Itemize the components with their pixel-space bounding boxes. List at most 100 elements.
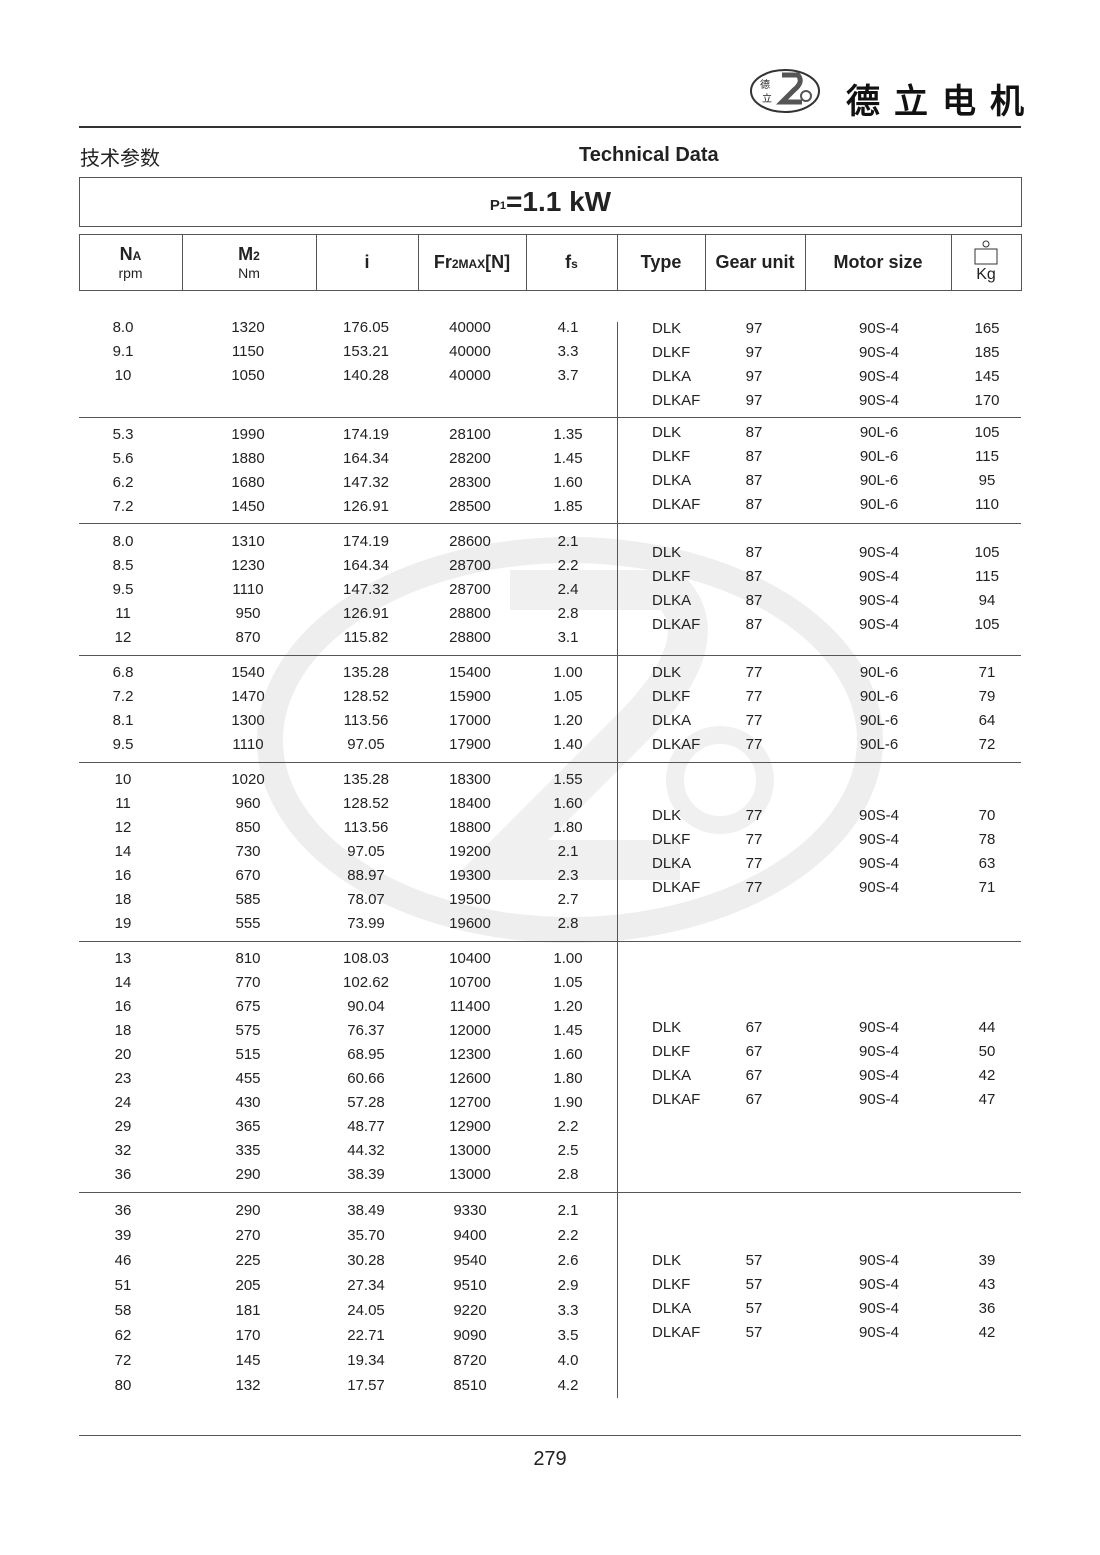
cell-weight-kg: 70 [978, 807, 996, 824]
cell-m2-nm: 1230 [231, 557, 265, 574]
cell-motor-size: 90L-6 [859, 448, 899, 465]
cell-fr2max: 19200 [449, 843, 491, 860]
cell-weight-kg: 50 [978, 1043, 996, 1060]
cell-gear-unit: 67 [745, 1067, 763, 1084]
cell-m2-nm: 585 [235, 891, 261, 908]
cell-fs: 2.8 [557, 1166, 579, 1183]
header-divider [617, 234, 618, 290]
cell-fs: 1.05 [553, 974, 583, 991]
cell-motor-size: 90S-4 [858, 568, 900, 585]
header-divider [418, 234, 419, 290]
cell-weight-kg: 95 [978, 472, 996, 489]
cell-fr2max: 40000 [449, 319, 491, 336]
col-fs: fs [565, 251, 578, 272]
cell-fs: 1.20 [553, 712, 583, 729]
power-box: P 1 =1.1 kW [79, 177, 1022, 227]
cell-ratio-i: 128.52 [343, 688, 389, 705]
cell-na-rpm: 10 [114, 771, 132, 788]
cell-fr2max: 19300 [449, 867, 491, 884]
cell-m2-nm: 365 [235, 1118, 261, 1135]
cell-type: DLKAF [652, 496, 701, 513]
column-header [79, 234, 1022, 291]
cell-ratio-i: 78.07 [347, 891, 385, 908]
cell-type: DLKAF [652, 616, 701, 633]
cell-fr2max: 17900 [449, 736, 491, 753]
cell-fr2max: 28700 [449, 557, 491, 574]
group-separator [79, 762, 1021, 763]
cell-na-rpm: 19 [114, 915, 132, 932]
cell-gear-unit: 87 [745, 496, 763, 513]
cell-fr2max: 40000 [449, 367, 491, 384]
cell-na-rpm: 9.5 [112, 581, 134, 598]
cell-fs: 2.4 [557, 581, 579, 598]
cell-ratio-i: 174.19 [343, 426, 389, 443]
cell-na-rpm: 12 [114, 629, 132, 646]
cell-gear-unit: 87 [745, 424, 763, 441]
cell-fs: 1.60 [553, 474, 583, 491]
cell-ratio-i: 115.82 [343, 629, 389, 646]
cell-gear-unit: 57 [745, 1300, 763, 1317]
cell-fs: 2.2 [557, 557, 579, 574]
cell-m2-nm: 1300 [231, 712, 265, 729]
cell-motor-size: 90S-4 [858, 879, 900, 896]
weight-icon [974, 240, 998, 265]
cell-motor-size: 90S-4 [858, 392, 900, 409]
cell-fr2max: 10400 [449, 950, 491, 967]
cell-m2-nm: 1110 [232, 581, 264, 598]
cell-na-rpm: 18 [114, 1022, 132, 1039]
cell-motor-size: 90S-4 [858, 1019, 900, 1036]
cell-gear-unit: 97 [745, 344, 763, 361]
cell-na-rpm: 12 [114, 819, 132, 836]
cell-na-rpm: 10 [114, 367, 132, 384]
cell-motor-size: 90L-6 [859, 736, 899, 753]
cell-na-rpm: 32 [114, 1142, 132, 1159]
cell-type: DLKAF [652, 392, 701, 409]
cell-weight-kg: 42 [978, 1324, 996, 1341]
cell-type: DLKF [652, 568, 691, 585]
cell-fs: 1.60 [553, 1046, 583, 1063]
cell-fr2max: 8720 [453, 1352, 487, 1369]
cell-na-rpm: 18 [114, 891, 132, 908]
cell-fs: 1.45 [553, 1022, 583, 1039]
cell-fr2max: 18800 [449, 819, 491, 836]
cell-m2-nm: 1150 [231, 343, 265, 360]
cell-gear-unit: 67 [745, 1043, 763, 1060]
cell-fr2max: 28800 [449, 605, 491, 622]
cell-fr2max: 28500 [449, 498, 491, 515]
cell-ratio-i: 135.28 [343, 771, 389, 788]
cell-fs: 2.5 [557, 1142, 579, 1159]
cell-ratio-i: 22.71 [347, 1327, 385, 1344]
cell-fs: 1.85 [553, 498, 583, 515]
cell-fr2max: 28600 [449, 533, 491, 550]
cell-type: DLKA [652, 472, 692, 489]
cell-weight-kg: 44 [978, 1019, 996, 1036]
cell-fs: 2.8 [557, 915, 579, 932]
cell-ratio-i: 164.34 [343, 557, 389, 574]
cell-type: DLKAF [652, 1324, 701, 1341]
column-divider [617, 322, 618, 1398]
cell-na-rpm: 5.3 [112, 426, 134, 443]
cell-m2-nm: 181 [235, 1302, 261, 1319]
cell-type: DLK [652, 1019, 682, 1036]
cell-weight-kg: 71 [978, 664, 996, 681]
cell-fr2max: 10700 [449, 974, 491, 991]
cell-weight-kg: 115 [975, 448, 999, 465]
cell-m2-nm: 145 [235, 1352, 261, 1369]
cell-m2-nm: 575 [235, 1022, 261, 1039]
cell-gear-unit: 77 [745, 855, 763, 872]
cell-na-rpm: 14 [114, 974, 132, 991]
cell-weight-kg: 39 [978, 1252, 996, 1269]
cell-na-rpm: 8.0 [112, 533, 134, 550]
cell-motor-size: 90S-4 [858, 831, 900, 848]
cell-fr2max: 19600 [449, 915, 491, 932]
cell-na-rpm: 24 [114, 1094, 132, 1111]
cell-motor-size: 90S-4 [858, 1324, 900, 1341]
cell-motor-size: 90L-6 [859, 688, 899, 705]
cell-m2-nm: 1320 [231, 319, 265, 336]
cell-fs: 1.20 [553, 998, 583, 1015]
cell-fs: 4.1 [557, 319, 579, 336]
cell-gear-unit: 87 [745, 568, 763, 585]
cell-motor-size: 90S-4 [858, 855, 900, 872]
cell-m2-nm: 1880 [231, 450, 265, 467]
cell-weight-kg: 42 [978, 1067, 996, 1084]
